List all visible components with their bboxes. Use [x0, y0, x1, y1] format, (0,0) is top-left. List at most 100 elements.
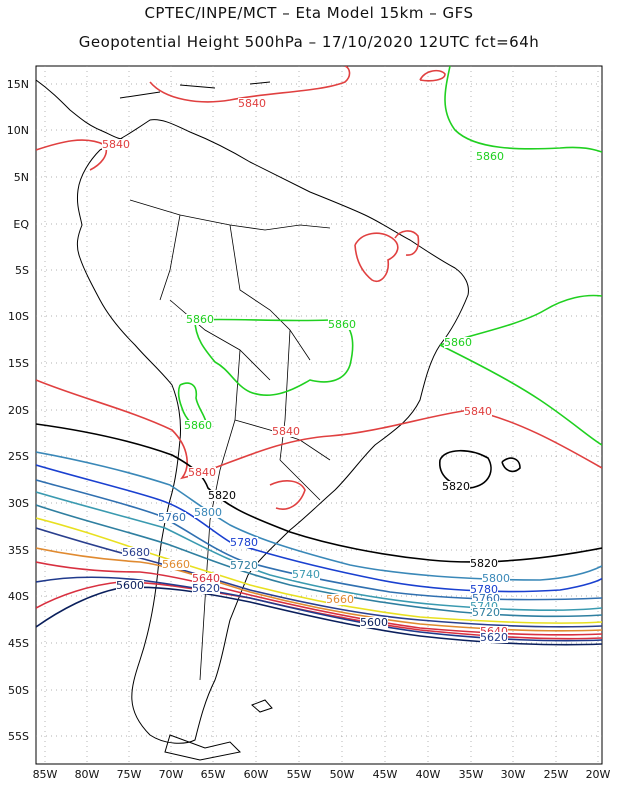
contour-labels: 5840 5840 5860 5860 5860 5860 5860 5840 5840 5840…	[102, 97, 510, 644]
coastline-and-borders	[36, 79, 469, 761]
contour-label-backdrop	[192, 583, 220, 594]
contour-label-backdrop	[238, 98, 266, 109]
lat-tick-label: 5S	[15, 264, 29, 277]
central-america-coastline	[36, 79, 129, 141]
contour-label-5820: 5820	[470, 557, 498, 570]
contour-label-5840: 5840	[188, 466, 216, 479]
contour-label-backdrop	[472, 607, 500, 618]
lat-tick-label: 10N	[7, 124, 29, 137]
contour-label-backdrop	[470, 558, 498, 569]
contour-label-5720: 5720	[230, 559, 258, 572]
contour-label-backdrop	[102, 139, 130, 150]
contour-label-backdrop	[162, 559, 190, 570]
lat-tick-label: 55S	[8, 730, 29, 743]
lon-tick-label: 45W	[373, 768, 398, 781]
contour-label-backdrop	[360, 617, 388, 628]
lat-tick-label: 25S	[8, 450, 29, 463]
contour-label-backdrop	[186, 314, 214, 325]
contour-label-5660: 5660	[162, 558, 190, 571]
tierra-del-fuego	[164, 734, 242, 761]
contour-label-5740: 5740	[292, 568, 320, 581]
contour-label-backdrop	[230, 537, 258, 548]
contour-label-backdrop	[464, 406, 492, 417]
axis-tick-labels: 85W 80W 75W 70W 65W 60W 55W 50W 45W 40W 35W 30W 25W 2…	[7, 78, 611, 781]
contour-line-5800	[36, 451, 602, 581]
contour-label-backdrop	[472, 593, 500, 604]
lon-tick-label: 55W	[287, 768, 312, 781]
contour-line-5840	[394, 230, 420, 256]
contour-line-5820	[439, 449, 492, 489]
contour-line-5840	[354, 232, 399, 282]
contour-line-5820	[501, 457, 521, 473]
lon-tick-label: 30W	[501, 768, 526, 781]
contour-label-backdrop	[188, 467, 216, 478]
contour-label-backdrop	[122, 547, 150, 558]
contour-label-5600: 5600	[360, 616, 388, 629]
lat-tick-label: 50S	[8, 684, 29, 697]
contour-line-5860	[439, 344, 602, 446]
lon-tick-label: 40W	[416, 768, 441, 781]
lon-tick-label: 50W	[330, 768, 355, 781]
contour-label-5860: 5860	[476, 150, 504, 163]
lon-tick-label: 35W	[459, 768, 484, 781]
contour-label-5620: 5620	[480, 631, 508, 644]
contour-line-5680	[36, 527, 602, 628]
lat-tick-label: 20S	[8, 404, 29, 417]
chart-title-line1: CPTEC/INPE/MCT – Eta Model 15km – GFS	[144, 4, 474, 22]
contour-label-5860: 5860	[444, 336, 472, 349]
contour-line-5840	[419, 69, 446, 82]
contour-line-5860	[194, 318, 354, 396]
contour-label-5860: 5860	[186, 313, 214, 326]
lon-tick-label: 80W	[75, 768, 100, 781]
contour-label-5760: 5760	[158, 511, 186, 524]
contour-label-backdrop	[470, 601, 498, 612]
lat-tick-label: 40S	[8, 590, 29, 603]
contour-label-backdrop	[442, 481, 470, 492]
contour-label-backdrop	[476, 151, 504, 162]
south-america-coastline	[76, 119, 469, 744]
contour-label-backdrop	[292, 569, 320, 580]
contour-label-5820: 5820	[442, 480, 470, 493]
lat-tick-label: 15S	[8, 357, 29, 370]
contour-label-backdrop	[230, 560, 258, 571]
contour-label-5720: 5720	[472, 606, 500, 619]
contour-label-5860: 5860	[328, 318, 356, 331]
contour-line-5780	[36, 464, 602, 593]
contour-label-5800: 5800	[482, 572, 510, 585]
caribbean-islands	[119, 81, 271, 99]
falkland-islands	[251, 699, 273, 713]
contour-label-5840: 5840	[272, 425, 300, 438]
contour-label-5800: 5800	[194, 506, 222, 519]
lat-tick-label: 15N	[7, 78, 29, 91]
contour-label-5820: 5820	[208, 489, 236, 502]
contour-label-5860: 5860	[184, 419, 212, 432]
contour-label-backdrop	[116, 580, 144, 591]
contour-label-5840: 5840	[102, 138, 130, 151]
contour-label-backdrop	[194, 507, 222, 518]
contour-label-backdrop	[158, 512, 186, 523]
contour-label-backdrop	[444, 337, 472, 348]
lon-tick-label: 65W	[201, 768, 226, 781]
contour-line-5700	[36, 517, 602, 624]
contour-label-5600: 5600	[116, 579, 144, 592]
contour-label-5780: 5780	[470, 583, 498, 596]
contour-label-5620: 5620	[192, 582, 220, 595]
contour-label-5660: 5660	[326, 593, 354, 606]
contour-label-backdrop	[328, 319, 356, 330]
lon-tick-label: 25W	[544, 768, 569, 781]
lon-tick-label: 85W	[33, 768, 58, 781]
lat-tick-label: 5N	[14, 171, 29, 184]
contour-label-backdrop	[326, 594, 354, 605]
lat-tick-label: 10S	[8, 310, 29, 323]
chart-title-line2: Geopotential Height 500hPa – 17/10/2020 …	[78, 33, 540, 51]
contour-line-5840	[36, 379, 602, 480]
lon-tick-label: 20W	[586, 768, 611, 781]
lat-tick-label: EQ	[13, 218, 29, 231]
contour-label-backdrop	[482, 573, 510, 584]
contour-label-backdrop	[480, 626, 508, 637]
contour-label-5780: 5780	[230, 536, 258, 549]
contour-label-backdrop	[192, 573, 220, 584]
contour-line-5840	[149, 66, 351, 103]
contour-line-5860	[444, 66, 602, 153]
